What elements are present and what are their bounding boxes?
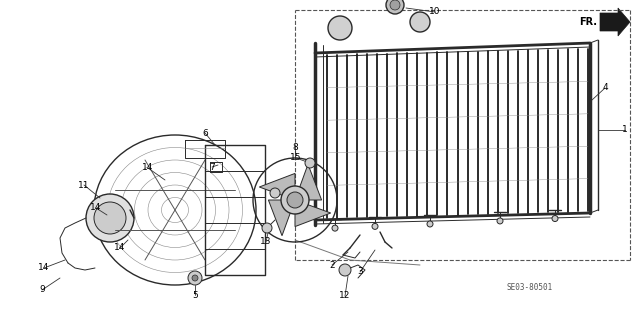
Circle shape (281, 186, 309, 214)
Text: 1: 1 (622, 125, 628, 135)
Text: 10: 10 (429, 8, 441, 17)
Text: 9: 9 (39, 286, 45, 294)
Circle shape (192, 275, 198, 281)
Text: 2: 2 (329, 261, 335, 270)
Circle shape (410, 12, 430, 32)
Text: 14: 14 (90, 204, 102, 212)
Text: 12: 12 (339, 292, 351, 300)
Text: 14: 14 (38, 263, 50, 272)
Circle shape (427, 221, 433, 227)
Circle shape (332, 225, 338, 231)
Circle shape (287, 192, 303, 208)
Circle shape (386, 0, 404, 14)
Circle shape (328, 16, 352, 40)
Circle shape (94, 202, 126, 234)
Circle shape (372, 223, 378, 229)
Text: 11: 11 (78, 181, 90, 189)
Circle shape (270, 188, 280, 198)
Polygon shape (268, 200, 290, 236)
Circle shape (305, 158, 315, 168)
Text: 3: 3 (357, 268, 363, 277)
Polygon shape (295, 205, 331, 226)
Polygon shape (300, 164, 322, 200)
Circle shape (188, 271, 202, 285)
Text: 15: 15 (291, 153, 301, 162)
Circle shape (339, 264, 351, 276)
Circle shape (552, 216, 558, 221)
Circle shape (390, 0, 400, 10)
Text: SE03-80501: SE03-80501 (507, 284, 553, 293)
Text: 8: 8 (292, 144, 298, 152)
Text: 14: 14 (142, 164, 154, 173)
Circle shape (262, 223, 272, 233)
Text: 14: 14 (115, 243, 125, 253)
Text: 5: 5 (192, 291, 198, 300)
Circle shape (86, 194, 134, 242)
Polygon shape (259, 174, 295, 195)
Text: 6: 6 (202, 129, 208, 137)
Text: FR.: FR. (579, 17, 597, 27)
Text: 7: 7 (209, 162, 215, 172)
Text: 4: 4 (602, 84, 608, 93)
Polygon shape (600, 8, 630, 36)
Text: 13: 13 (260, 238, 272, 247)
Circle shape (497, 218, 503, 224)
